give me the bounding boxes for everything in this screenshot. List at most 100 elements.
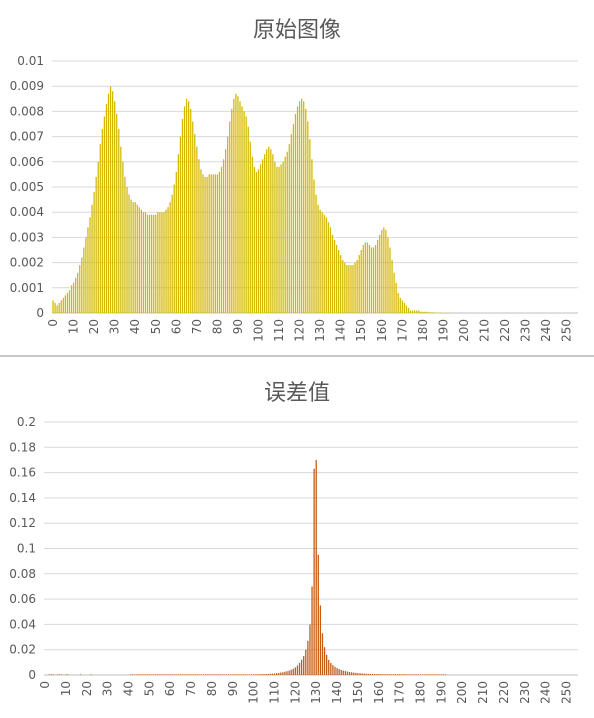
histogram-bar	[198, 159, 200, 313]
histogram-bar	[148, 674, 150, 675]
histogram-bar	[442, 674, 445, 675]
histogram-bar	[200, 169, 202, 313]
x-tick-label: 170	[395, 319, 409, 342]
histogram-bar	[413, 674, 415, 675]
histogram-bar	[252, 674, 255, 675]
histogram-bar	[58, 674, 61, 675]
histogram-bar	[346, 671, 349, 675]
histogram-bar	[192, 674, 194, 675]
histogram-bar	[185, 98, 188, 313]
histogram-bar	[276, 166, 278, 313]
histogram-bar	[213, 674, 215, 675]
histogram-bar	[246, 674, 249, 675]
histogram-bar	[280, 164, 282, 313]
histogram-bar	[382, 674, 384, 675]
histogram-bar	[330, 662, 332, 675]
histogram-bar	[194, 674, 196, 675]
histogram-bar	[385, 229, 387, 313]
histogram-bar	[140, 209, 143, 313]
x-tick-label: 40	[121, 681, 135, 696]
histogram-bar	[282, 672, 284, 675]
histogram-bar	[440, 312, 443, 314]
histogram-bar	[440, 674, 443, 675]
histogram-bar	[446, 312, 449, 314]
histogram-bar	[95, 176, 97, 313]
histogram-bar	[179, 136, 182, 313]
histogram-bar	[273, 673, 276, 675]
x-tick-label: 180	[414, 681, 428, 704]
histogram-bar	[159, 674, 161, 675]
histogram-bar	[136, 674, 138, 675]
histogram-bar	[227, 136, 229, 313]
histogram-bar	[128, 194, 130, 313]
histogram-bar	[249, 141, 251, 313]
y-tick-label: 0.02	[9, 643, 36, 657]
histogram-bar	[373, 673, 376, 675]
histogram-bar	[163, 212, 165, 313]
histogram-bar	[70, 285, 73, 313]
histogram-bar	[101, 129, 103, 313]
x-tick-label: 210	[476, 681, 490, 704]
histogram-bar	[309, 624, 311, 675]
y-tick-label: 0.003	[10, 230, 44, 244]
histogram-bar	[48, 674, 50, 675]
histogram-bar	[409, 310, 412, 313]
histogram-bar	[417, 674, 420, 675]
histogram-bar	[278, 672, 280, 675]
histogram-bar	[132, 674, 134, 675]
x-tick-label: 140	[330, 681, 344, 704]
histogram-bar	[342, 670, 344, 675]
histogram-bar	[397, 292, 399, 313]
histogram-bar	[248, 674, 251, 675]
histogram-bar	[292, 124, 295, 313]
histogram-bar	[205, 674, 207, 675]
histogram-bar	[237, 96, 239, 313]
histogram-bar	[307, 121, 309, 313]
y-tick-label: 0.005	[10, 180, 44, 194]
histogram-bar	[153, 214, 155, 313]
histogram-bar	[224, 149, 227, 313]
histogram-bar	[240, 674, 242, 675]
histogram-bar	[264, 154, 266, 313]
histogram-bar	[386, 674, 388, 675]
x-tick-label: 130	[309, 681, 323, 704]
histogram-bar	[227, 674, 230, 675]
histogram-bar	[319, 209, 321, 313]
histogram-bar	[321, 633, 324, 675]
histogram-bar	[157, 674, 159, 675]
histogram-bar	[298, 101, 301, 313]
x-tick-label: 110	[267, 681, 281, 704]
histogram-bar	[396, 674, 399, 675]
histogram-bar	[448, 312, 451, 314]
histogram-bar	[221, 674, 223, 675]
histogram-bar	[152, 674, 155, 675]
histogram-bar	[286, 671, 288, 675]
histogram-bar	[428, 312, 430, 313]
histogram-bar	[146, 214, 149, 313]
histogram-bar	[124, 176, 126, 313]
histogram-bar	[416, 310, 418, 313]
histogram-bar	[126, 187, 128, 313]
histogram-bar	[344, 671, 347, 675]
histogram-bar	[243, 111, 245, 314]
histogram-bar	[207, 674, 209, 675]
y-tick-label: 0.1	[17, 542, 36, 556]
histogram-bar	[321, 212, 323, 313]
histogram-bar	[136, 204, 138, 313]
histogram-bar	[388, 674, 390, 675]
histogram-bar	[405, 305, 408, 313]
histogram-bar	[209, 674, 211, 675]
histogram-bar	[311, 586, 313, 675]
histogram-bar	[225, 674, 228, 675]
x-tick-label: 60	[169, 319, 183, 334]
histogram-bar	[366, 242, 369, 313]
x-tick-label: 70	[190, 319, 204, 334]
histogram-bar	[432, 674, 434, 675]
histogram-bar	[182, 674, 184, 675]
histogram-bar	[376, 674, 378, 675]
histogram-bar	[157, 212, 159, 313]
x-tick-label: 190	[436, 319, 450, 342]
histogram-bar	[235, 93, 237, 313]
histogram-bar	[361, 673, 363, 675]
histogram-bar	[50, 674, 52, 675]
